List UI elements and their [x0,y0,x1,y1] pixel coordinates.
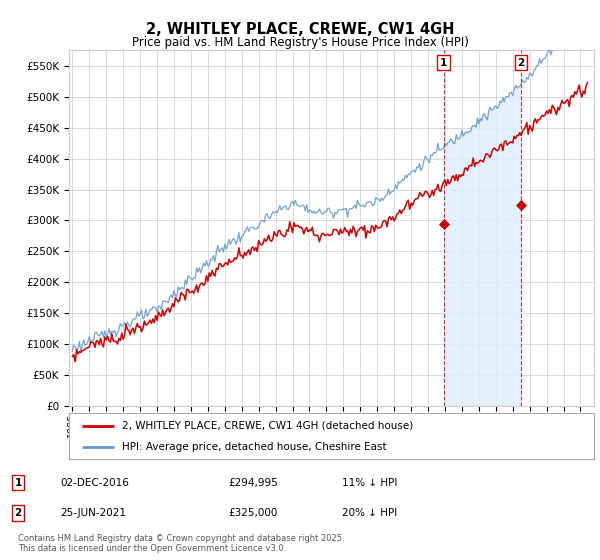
Text: 2, WHITLEY PLACE, CREWE, CW1 4GH (detached house): 2, WHITLEY PLACE, CREWE, CW1 4GH (detach… [121,421,413,431]
Text: 1: 1 [440,58,447,68]
Text: 1: 1 [14,478,22,488]
Text: 2, WHITLEY PLACE, CREWE, CW1 4GH: 2, WHITLEY PLACE, CREWE, CW1 4GH [146,22,454,38]
Text: £294,995: £294,995 [228,478,278,488]
Text: Price paid vs. HM Land Registry's House Price Index (HPI): Price paid vs. HM Land Registry's House … [131,36,469,49]
Text: 02-DEC-2016: 02-DEC-2016 [60,478,129,488]
Text: Contains HM Land Registry data © Crown copyright and database right 2025.
This d: Contains HM Land Registry data © Crown c… [18,534,344,553]
Text: 2: 2 [14,508,22,518]
Text: 25-JUN-2021: 25-JUN-2021 [60,508,126,518]
Text: 2: 2 [517,58,524,68]
Text: 11% ↓ HPI: 11% ↓ HPI [342,478,397,488]
Text: 20% ↓ HPI: 20% ↓ HPI [342,508,397,518]
Text: £325,000: £325,000 [228,508,277,518]
Text: HPI: Average price, detached house, Cheshire East: HPI: Average price, detached house, Ches… [121,442,386,452]
